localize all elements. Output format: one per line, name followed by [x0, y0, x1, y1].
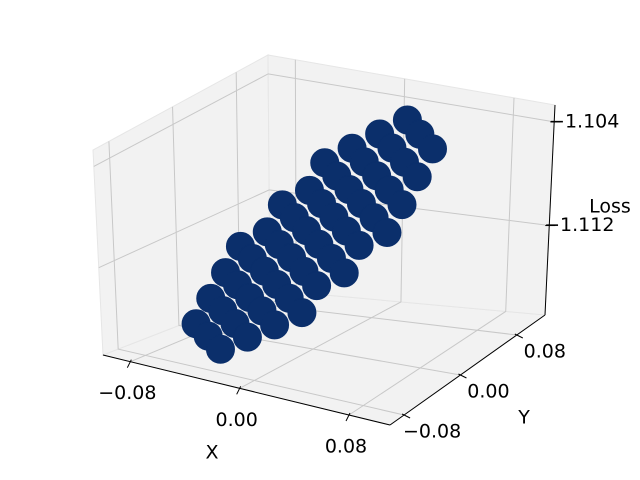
- point: [387, 190, 417, 220]
- x-tick-mark: [345, 412, 351, 422]
- x-tick-label: 0.00: [216, 409, 258, 431]
- point: [287, 298, 317, 328]
- point: [260, 310, 290, 340]
- z-axis-line: [544, 104, 556, 316]
- point: [417, 134, 447, 164]
- point: [205, 334, 235, 364]
- x-axis-label: X: [205, 442, 218, 464]
- y-tick-mark: [458, 373, 467, 379]
- x-axis-line: [102, 354, 391, 426]
- point: [372, 217, 402, 247]
- point: [329, 258, 359, 288]
- grid-line: [98, 189, 550, 269]
- y-axis-label: Y: [517, 407, 530, 429]
- y-tick-label: 0.00: [467, 381, 509, 403]
- x-tick-mark: [126, 359, 132, 368]
- x-tick-mark: [236, 386, 242, 395]
- y-tick-label: 0.08: [524, 341, 566, 363]
- z-axis-label: Loss: [589, 196, 631, 218]
- point: [344, 230, 374, 260]
- grid-line: [348, 97, 515, 416]
- y-tick-mark: [514, 333, 524, 339]
- z-tick-label: −1.104: [549, 110, 619, 132]
- grid-line: [108, 141, 405, 416]
- point: [302, 271, 332, 301]
- y-axis-line: [389, 314, 546, 426]
- x-tick-label: 0.08: [325, 436, 367, 458]
- grid-line: [93, 73, 555, 167]
- grid-line: [172, 106, 461, 376]
- x-tick-label: −0.08: [98, 382, 156, 404]
- y-tick-mark: [401, 413, 411, 419]
- z-tick-label: −1.112: [544, 214, 614, 236]
- point: [232, 322, 262, 352]
- point: [402, 162, 432, 192]
- y-tick-label: −0.08: [403, 421, 461, 443]
